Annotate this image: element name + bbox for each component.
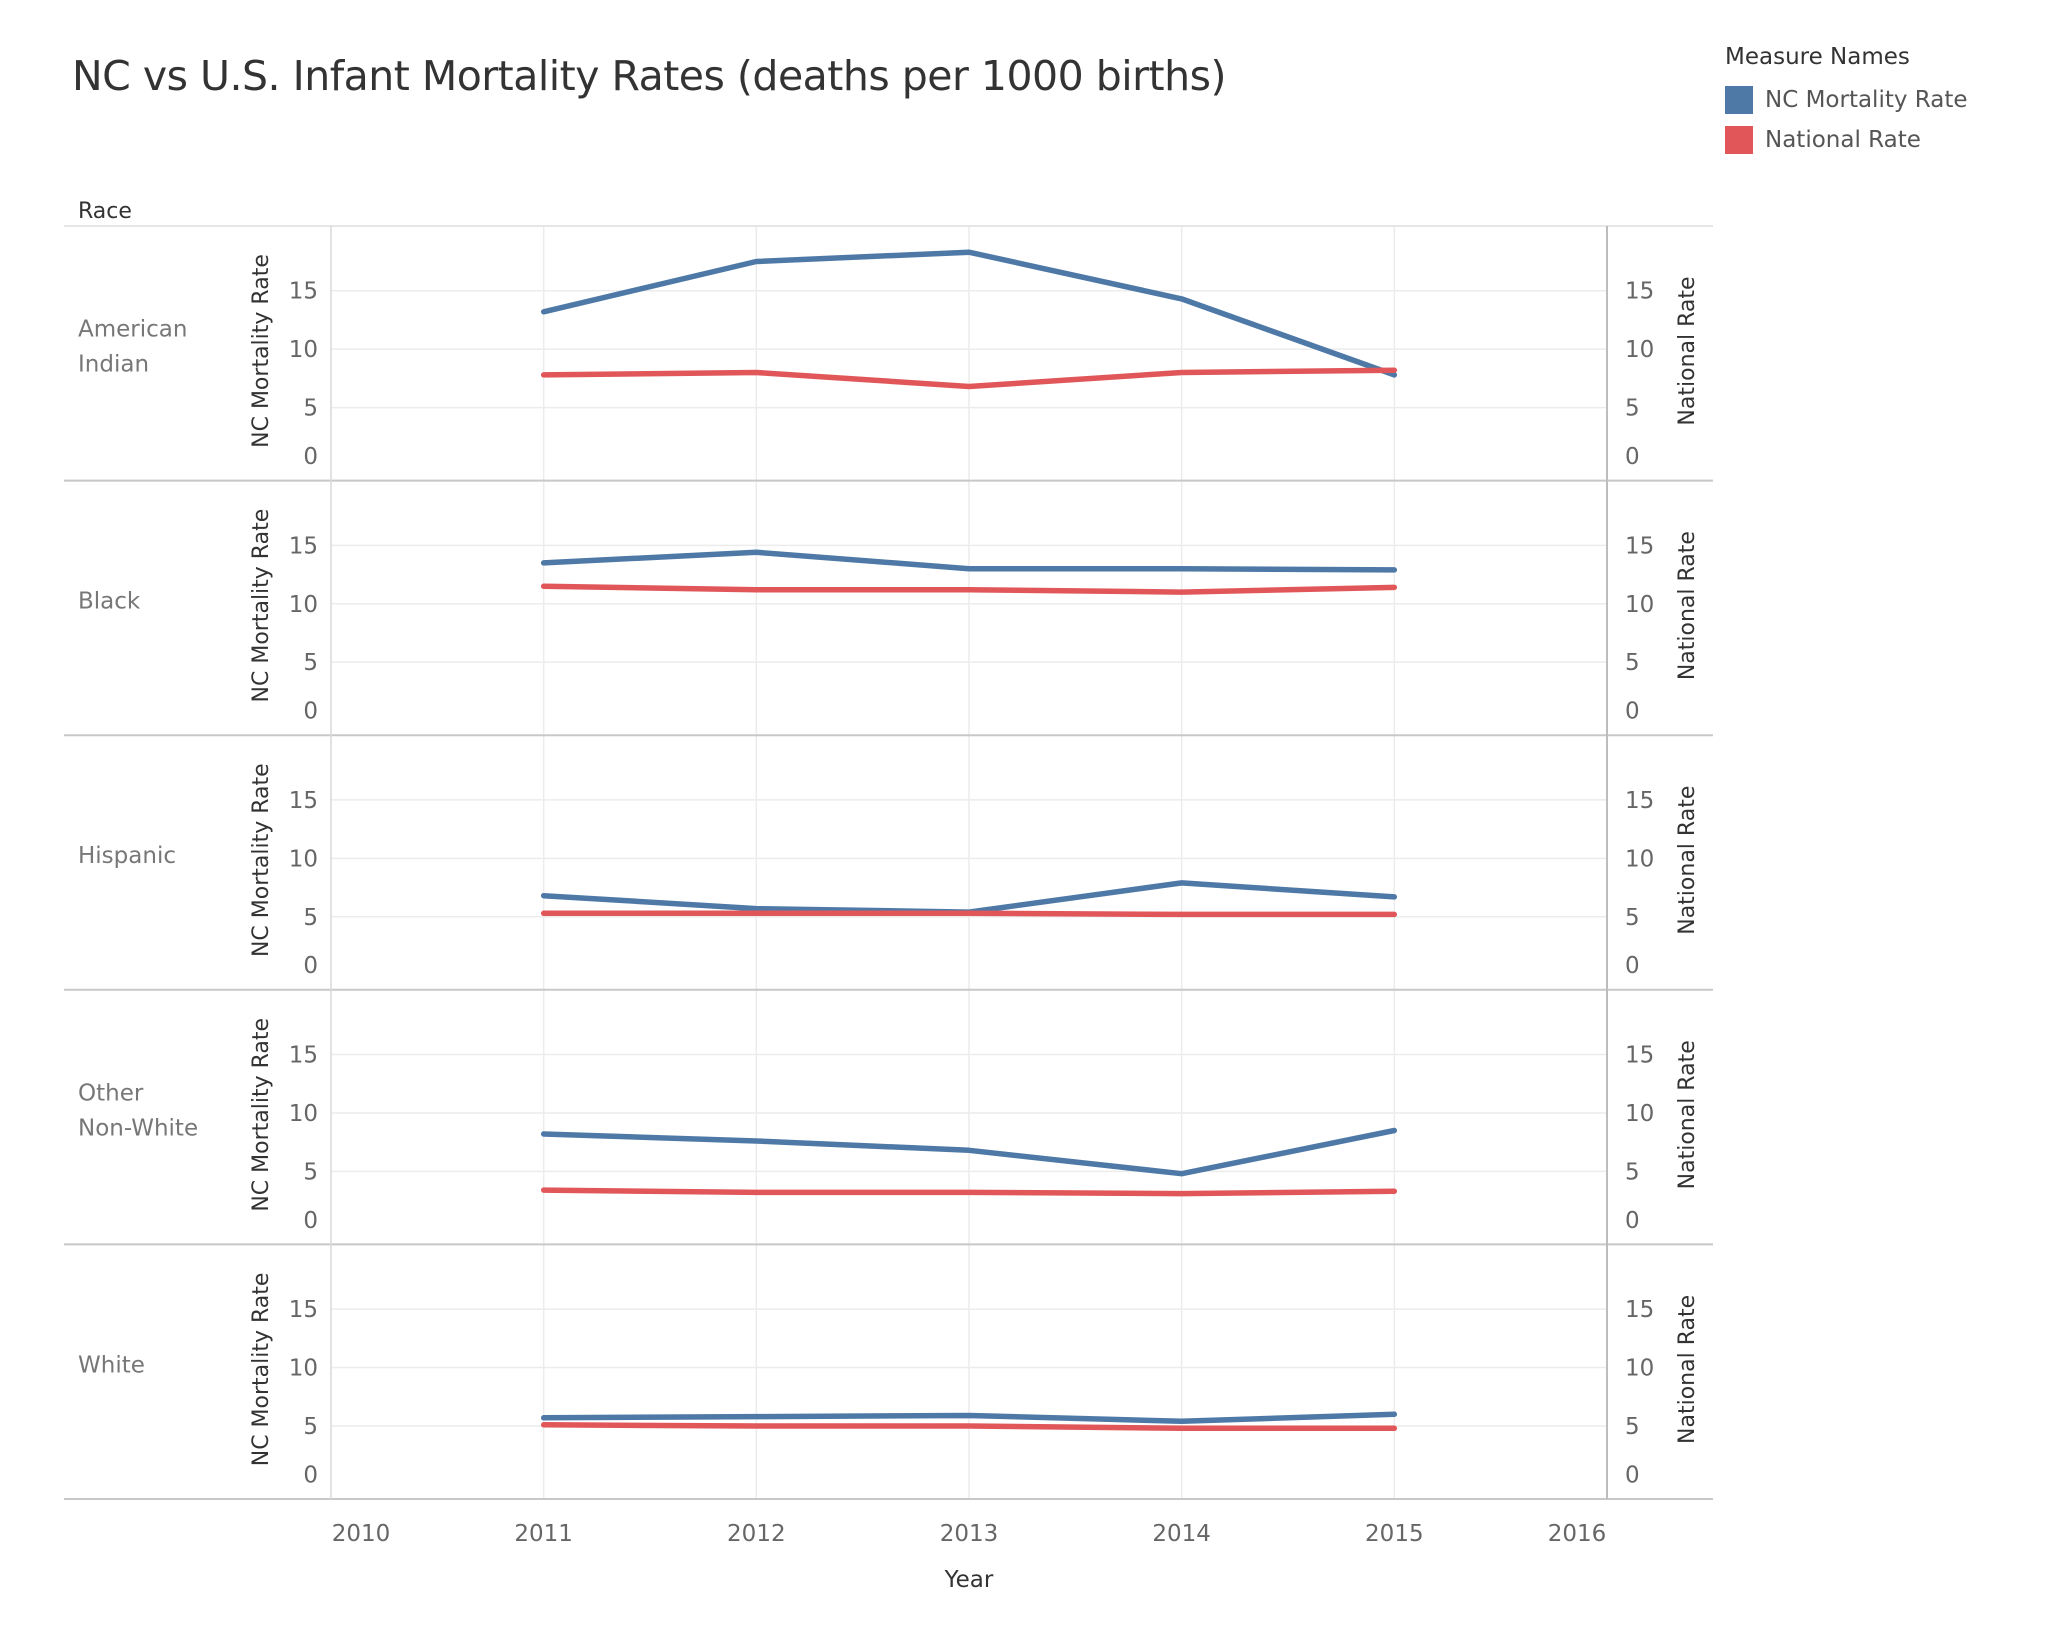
y-tick-label-right: 15 [1625,533,1654,559]
series-line-nc [540,549,1398,573]
y-tick-label-left: 5 [303,1414,318,1440]
y-axis-title-left: NC Mortality Rate [249,1273,274,1467]
y-tick-label-left: 10 [289,337,318,363]
row-header: Race [78,199,132,224]
y-tick-label-right: 5 [1625,905,1640,931]
series-line-nc [540,249,1398,378]
y-tick-label-right: 10 [1625,1101,1654,1127]
y-tick-label-left: 0 [303,444,318,470]
legend-label-national: National Rate [1765,127,1921,153]
y-axis-title-left: NC Mortality Rate [249,509,274,703]
y-axis-title-left: NC Mortality Rate [249,1018,274,1212]
series-line-national [540,367,1398,390]
y-tick-label-right: 5 [1625,1414,1640,1440]
row-label: Other [78,1080,144,1106]
y-tick-label-right: 15 [1625,1043,1654,1069]
y-tick-label-right: 10 [1625,337,1654,363]
row-label: Non-White [78,1115,198,1141]
chart-title: NC vs U.S. Infant Mortality Rates (death… [72,52,1226,100]
x-tick-label: 2013 [940,1521,999,1547]
series-line-national [540,583,1398,595]
y-tick-label-right: 0 [1625,1208,1640,1234]
x-tick-label: 2012 [727,1521,786,1547]
row-label: Hispanic [78,843,176,869]
x-tick-label: 2016 [1548,1521,1607,1547]
y-axis-title-right: National Rate [1675,786,1700,935]
y-tick-label-right: 0 [1625,444,1640,470]
y-tick-label-right: 15 [1625,1297,1654,1323]
y-axis-title-right: National Rate [1675,1040,1700,1189]
series-line-nc [540,1411,1398,1425]
y-axis-title-left: NC Mortality Rate [249,254,274,448]
y-tick-label-right: 10 [1625,592,1654,618]
y-tick-label-left: 15 [289,533,318,559]
y-tick-label-left: 5 [303,905,318,931]
row-label: American [78,317,187,343]
y-tick-label-left: 5 [303,1159,318,1185]
y-tick-label-left: 5 [303,396,318,422]
y-tick-label-right: 5 [1625,396,1640,422]
y-tick-label-left: 10 [289,592,318,618]
y-tick-label-left: 0 [303,1462,318,1488]
legend-title: Measure Names [1725,44,1910,70]
y-axis-title-right: National Rate [1675,1295,1700,1444]
y-tick-label-left: 15 [289,788,318,814]
y-axis-title-left: NC Mortality Rate [249,763,274,957]
y-tick-label-right: 10 [1625,1356,1654,1382]
y-tick-label-left: 10 [289,846,318,872]
y-tick-label-left: 0 [303,953,318,979]
y-tick-label-left: 15 [289,1043,318,1069]
row-label: Black [78,589,141,615]
legend-item-nc[interactable]: NC Mortality Rate [1725,80,1968,120]
x-tick-label: 2015 [1365,1521,1424,1547]
y-tick-label-left: 5 [303,650,318,676]
x-tick-label: 2010 [332,1521,391,1547]
legend-item-national[interactable]: National Rate [1725,120,1968,160]
row-label: White [78,1352,145,1378]
x-axis-title: Year [944,1567,994,1593]
y-tick-label-left: 10 [289,1101,318,1127]
row-label: Indian [78,352,149,378]
y-tick-label-right: 15 [1625,279,1654,305]
y-axis-title-right: National Rate [1675,531,1700,680]
legend: Measure Names NC Mortality Rate National… [1725,44,1968,160]
y-tick-label-right: 5 [1625,650,1640,676]
y-tick-label-right: 15 [1625,788,1654,814]
x-tick-label: 2011 [514,1521,573,1547]
y-tick-label-right: 10 [1625,846,1654,872]
y-tick-label-left: 0 [303,1208,318,1234]
y-tick-label-left: 15 [289,279,318,305]
y-tick-label-right: 0 [1625,1462,1640,1488]
y-tick-label-right: 0 [1625,699,1640,725]
series-line-national [540,910,1398,918]
legend-swatch-nc [1725,86,1753,114]
x-tick-label: 2014 [1152,1521,1211,1547]
series-line-national [540,1187,1398,1197]
y-axis-title-right: National Rate [1675,276,1700,425]
legend-swatch-national [1725,126,1753,154]
legend-label-nc: NC Mortality Rate [1765,87,1968,113]
y-tick-label-left: 0 [303,699,318,725]
series-line-nc [540,1127,1398,1177]
y-tick-label-right: 0 [1625,953,1640,979]
y-tick-label-right: 5 [1625,1159,1640,1185]
y-tick-label-left: 15 [289,1297,318,1323]
series-line-national [540,1422,1398,1432]
y-tick-label-left: 10 [289,1356,318,1382]
